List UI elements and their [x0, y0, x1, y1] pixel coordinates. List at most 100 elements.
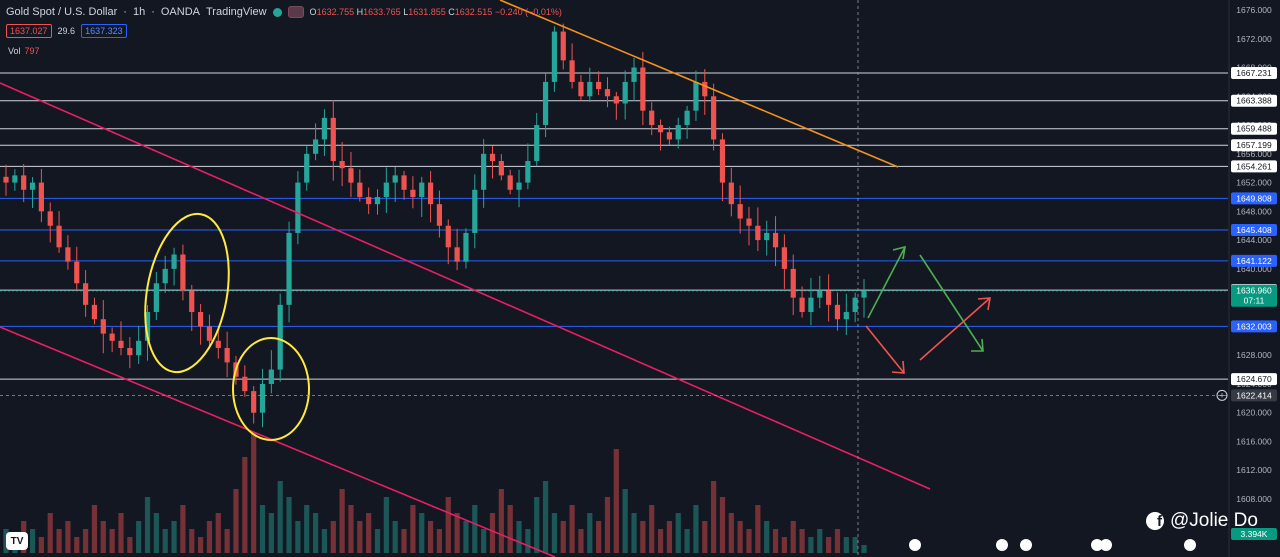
candle-body	[38, 182, 44, 212]
volume-value-label: 3.394K	[1241, 529, 1268, 539]
volume-bar	[560, 521, 566, 553]
price-axis[interactable]: 1676.0001672.0001668.0001664.0001660.000…	[1228, 0, 1280, 557]
candle-body	[197, 312, 204, 327]
candle-body	[277, 304, 283, 370]
volume-bar	[224, 529, 230, 553]
volume-bar	[144, 497, 151, 553]
candle-body	[445, 225, 451, 248]
orange-trendline	[499, 0, 899, 168]
candle-body	[357, 182, 363, 197]
volume-bar	[47, 513, 53, 553]
event-flag-icon	[1184, 539, 1196, 551]
volume-bar	[277, 481, 283, 553]
buy-button[interactable]: 1637.323	[81, 24, 127, 38]
volume-legend: Vol 797	[8, 46, 40, 56]
candle-body	[74, 261, 80, 284]
volume-bar	[764, 521, 770, 553]
volume-bar	[127, 537, 133, 553]
y-tick-label: 1644.000	[1236, 235, 1272, 245]
event-flag-icon	[1020, 539, 1032, 551]
volume-bar	[118, 513, 124, 553]
price-level-label: 1632.003	[1236, 321, 1272, 331]
candle-body	[171, 254, 177, 269]
candle-body	[728, 182, 734, 205]
volume-bar	[542, 481, 549, 553]
candle-body	[631, 67, 637, 82]
market-status-icon[interactable]	[272, 7, 282, 17]
candle-body	[56, 225, 62, 248]
svg-text:+: +	[1219, 390, 1224, 400]
red-arrow-down	[865, 325, 905, 374]
volume-bar	[684, 529, 690, 553]
y-tick-label: 1676.000	[1236, 5, 1272, 15]
candle-body	[118, 340, 124, 348]
volume-bar	[551, 513, 558, 553]
yellow-circle-bottom	[232, 337, 310, 441]
candle-body	[12, 175, 18, 183]
tradingview-logo[interactable]: TV	[6, 532, 28, 550]
green-arrow-cross-head	[971, 338, 984, 352]
drawing-tools	[0, 0, 991, 557]
volume-bar	[728, 513, 734, 553]
candle-body	[215, 340, 221, 348]
volume-bar	[772, 529, 779, 553]
y-tick-label: 1612.000	[1236, 465, 1272, 475]
volume-bar	[755, 505, 761, 553]
candle-body	[304, 153, 310, 183]
economic-event-flags[interactable]	[909, 539, 1196, 551]
candle-body	[808, 297, 814, 313]
volume-bar	[631, 513, 637, 553]
volume-bar	[197, 537, 204, 553]
ohlc-readout: O1632.755 H1633.765 L1631.855 C1632.515 …	[309, 7, 562, 17]
symbol-title[interactable]: Gold Spot / U.S. Dollar	[6, 6, 118, 18]
price-level-tag	[1231, 67, 1277, 80]
price-level-label: 1641.122	[1236, 256, 1272, 266]
price-level-tag	[1231, 192, 1277, 205]
candle-body	[472, 189, 478, 233]
price-level-label: 1657.199	[1236, 140, 1272, 150]
add-alert-button[interactable]: +	[1216, 389, 1228, 401]
volume-value-tag	[1231, 528, 1277, 540]
volume-bar	[852, 537, 858, 553]
broker-label: OANDA	[160, 6, 200, 18]
volume-bar	[83, 529, 89, 553]
candle-body	[613, 96, 619, 104]
candle-body	[569, 60, 575, 82]
green-arrow-cross	[919, 254, 984, 352]
candle-body	[251, 391, 257, 413]
volume-bar	[781, 537, 787, 553]
candle-body	[481, 153, 487, 190]
platform-label: TradingView	[206, 6, 267, 18]
volume-bar	[481, 529, 487, 553]
candle-body	[649, 110, 655, 126]
candle-body	[711, 96, 717, 140]
candle-body	[675, 125, 681, 140]
y-tick-label: 1652.000	[1236, 178, 1272, 188]
price-level-tag	[1231, 320, 1277, 333]
sell-button[interactable]: 1637.027	[6, 24, 52, 38]
price-level-tag	[1231, 139, 1277, 152]
volume-bar	[91, 505, 98, 553]
volume-bar	[861, 545, 867, 553]
volume-bar	[790, 521, 796, 553]
volume-bar	[321, 529, 328, 553]
price-axis-bg	[1230, 0, 1280, 557]
interval-label[interactable]: 1h	[132, 6, 146, 18]
candle-body	[321, 117, 328, 140]
volume-bar	[843, 537, 849, 553]
candle-body	[507, 175, 513, 190]
volume-bar	[711, 481, 717, 553]
candle-body	[781, 247, 787, 269]
visibility-toggle-icon[interactable]	[287, 6, 304, 18]
pink-channel-lower	[0, 326, 556, 557]
pink-channel-upper	[0, 82, 931, 490]
green-arrow-up-head	[892, 245, 906, 260]
volume-bar	[436, 529, 443, 553]
volume-bar	[498, 489, 504, 553]
volume-bar	[604, 497, 611, 553]
volume-bar	[56, 529, 62, 553]
candle-body	[366, 196, 372, 205]
volume-bar	[74, 537, 80, 553]
candle-body	[622, 81, 628, 104]
